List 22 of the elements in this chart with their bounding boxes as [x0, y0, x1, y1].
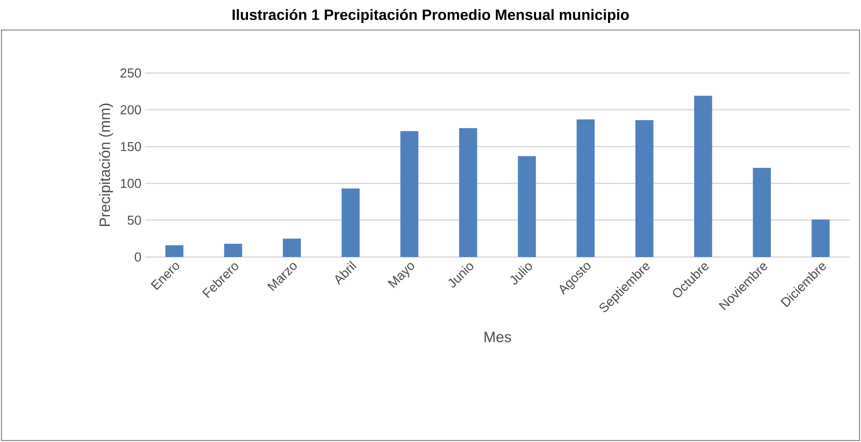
bar [282, 238, 301, 257]
y-tick-label: 0 [134, 252, 141, 262]
bar [635, 120, 654, 257]
y-tick-label: 50 [128, 216, 141, 225]
bar [400, 131, 418, 257]
y-tick-label: 200 [120, 105, 141, 114]
bar [812, 219, 830, 257]
y-tick-label: 250 [120, 68, 141, 78]
bar [518, 156, 536, 257]
chart-title: Ilustración 1 Precipitación Promedio Mensual municipio [232, 8, 629, 24]
y-axis-title: Precipitación (mm) [98, 104, 114, 226]
bar [459, 128, 478, 257]
bar [576, 119, 595, 257]
bar [694, 96, 712, 257]
bar [752, 168, 771, 257]
y-tick-label: 150 [120, 142, 141, 152]
y-tick-label: 100 [120, 178, 141, 188]
bar [165, 245, 184, 257]
bar [342, 188, 360, 257]
x-axis-title: Mes [484, 332, 512, 342]
bar [224, 244, 242, 257]
x-tick-label: Julio [510, 263, 532, 284]
